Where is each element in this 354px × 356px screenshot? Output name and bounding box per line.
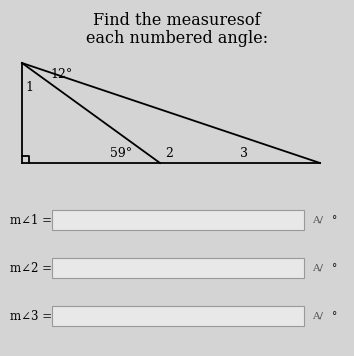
Text: 12°: 12° <box>50 68 72 81</box>
Text: A/: A/ <box>312 312 323 320</box>
Text: °: ° <box>332 263 337 273</box>
Text: 2: 2 <box>165 147 173 160</box>
Text: 59°: 59° <box>110 147 132 160</box>
Text: each numbered angle:: each numbered angle: <box>86 30 268 47</box>
Text: °: ° <box>332 311 337 321</box>
Text: 1: 1 <box>25 81 33 94</box>
Bar <box>52 306 304 326</box>
Text: 3: 3 <box>240 147 248 160</box>
Text: m∠2 =: m∠2 = <box>10 262 52 274</box>
Bar <box>52 210 304 230</box>
Text: m∠3 =: m∠3 = <box>10 309 52 323</box>
Text: m∠1 =: m∠1 = <box>10 214 52 226</box>
Text: A/: A/ <box>312 263 323 272</box>
Text: Find the measuresof: Find the measuresof <box>93 12 261 29</box>
Text: °: ° <box>332 215 337 225</box>
Text: A/: A/ <box>312 215 323 225</box>
Bar <box>52 258 304 278</box>
